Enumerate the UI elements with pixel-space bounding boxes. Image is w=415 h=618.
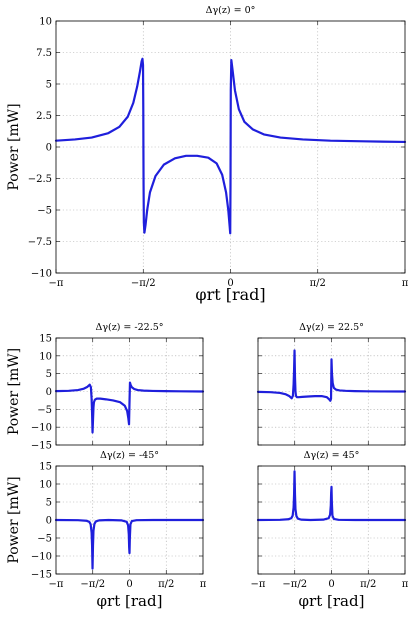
x-tick-label: −π/2: [80, 579, 105, 590]
y-tick-label: −15: [31, 441, 52, 452]
y-tick-label: 15: [39, 334, 52, 345]
y-tick-label: −10: [31, 423, 52, 434]
y-axis-label: Power [mW]: [6, 476, 22, 563]
x-tick-label: −π/2: [282, 579, 307, 590]
chart-title: Δγ(z) = -22.5°: [95, 322, 163, 333]
x-tick-label: −π/2: [131, 278, 156, 289]
axes-frame: [55, 465, 204, 575]
y-tick-label: −2.5: [28, 174, 52, 185]
x-tick-label: π/2: [158, 579, 174, 590]
x-axis-label: φrt [rad]: [195, 285, 265, 304]
plot-panel-m45: −15 −10 −5 0 5 10 15 −π −π/2 0 π/2 π Δγ(z) = -45° Pow…: [6, 450, 207, 610]
x-tick-label: π: [402, 278, 409, 289]
y-tick-label: −5: [37, 534, 52, 545]
y-tick-label: 0: [46, 387, 52, 398]
y-tick-label: −5: [37, 206, 52, 217]
series-line: [54, 381, 205, 434]
x-axis-label: φrt [rad]: [299, 592, 365, 610]
axes-frame: [55, 337, 204, 446]
y-tick-label: −7.5: [28, 237, 52, 248]
chart-title: Δγ(z) = -45°: [100, 450, 159, 461]
series-line: [54, 518, 205, 570]
y-tick-label: 10: [39, 351, 52, 362]
y-tick-label: 5: [46, 80, 52, 91]
y-tick-label: −15: [31, 570, 52, 581]
series-line: [54, 57, 407, 235]
x-tick-label: 0: [126, 579, 132, 590]
series-line: [256, 470, 407, 522]
plot-panel-m22: −15 −10 −5 0 5 10 15 Δγ(z) = -22.5° Power [mW]: [6, 322, 205, 452]
axes-frame: [257, 465, 406, 575]
x-tick-label: −π: [251, 579, 266, 590]
chart-title: Δγ(z) = 0°: [206, 5, 256, 16]
x-tick-label: −π: [49, 579, 64, 590]
y-axis-label: Power [mW]: [6, 348, 22, 435]
x-tick-label: π/2: [310, 278, 326, 289]
chart-title: Δγ(z) = 45°: [304, 450, 360, 461]
axes-frame: [55, 20, 406, 274]
x-tick-label: 0: [227, 278, 233, 289]
y-tick-label: −5: [37, 405, 52, 416]
series-line: [256, 349, 407, 402]
x-tick-label: 0: [328, 579, 334, 590]
y-tick-label: 0: [46, 143, 52, 154]
y-tick-label: 2.5: [36, 111, 52, 122]
plot-panel-p45: −π −π/2 0 π/2 π Δγ(z) = 45° φrt [rad]: [251, 450, 409, 610]
y-tick-label: −10: [31, 552, 52, 563]
x-tick-label: π/2: [360, 579, 376, 590]
y-tick-label: 5: [46, 369, 52, 380]
x-axis-label: φrt [rad]: [97, 592, 163, 610]
y-tick-label: 5: [46, 498, 52, 509]
axes-frame: [257, 337, 406, 446]
y-axis-label: Power [mW]: [6, 103, 22, 190]
y-tick-label: 10: [39, 480, 52, 491]
y-tick-label: 0: [46, 516, 52, 527]
y-tick-label: 10: [39, 17, 52, 28]
x-tick-label: π: [200, 579, 207, 590]
x-tick-label: −π: [49, 278, 64, 289]
y-tick-label: 7.5: [36, 48, 52, 59]
plot-panel-p22: Δγ(z) = 22.5°: [256, 322, 407, 446]
chart-title: Δγ(z) = 22.5°: [299, 322, 364, 333]
plot-panel-main: −10 −7.5 −5 −2.5 0 2.5 5 7.5 10 −π −π/2 0 π/2 π Δγ(z) …: [6, 5, 409, 304]
x-tick-label: π: [402, 579, 409, 590]
y-tick-label: −10: [31, 269, 52, 280]
y-tick-label: 15: [39, 462, 52, 473]
